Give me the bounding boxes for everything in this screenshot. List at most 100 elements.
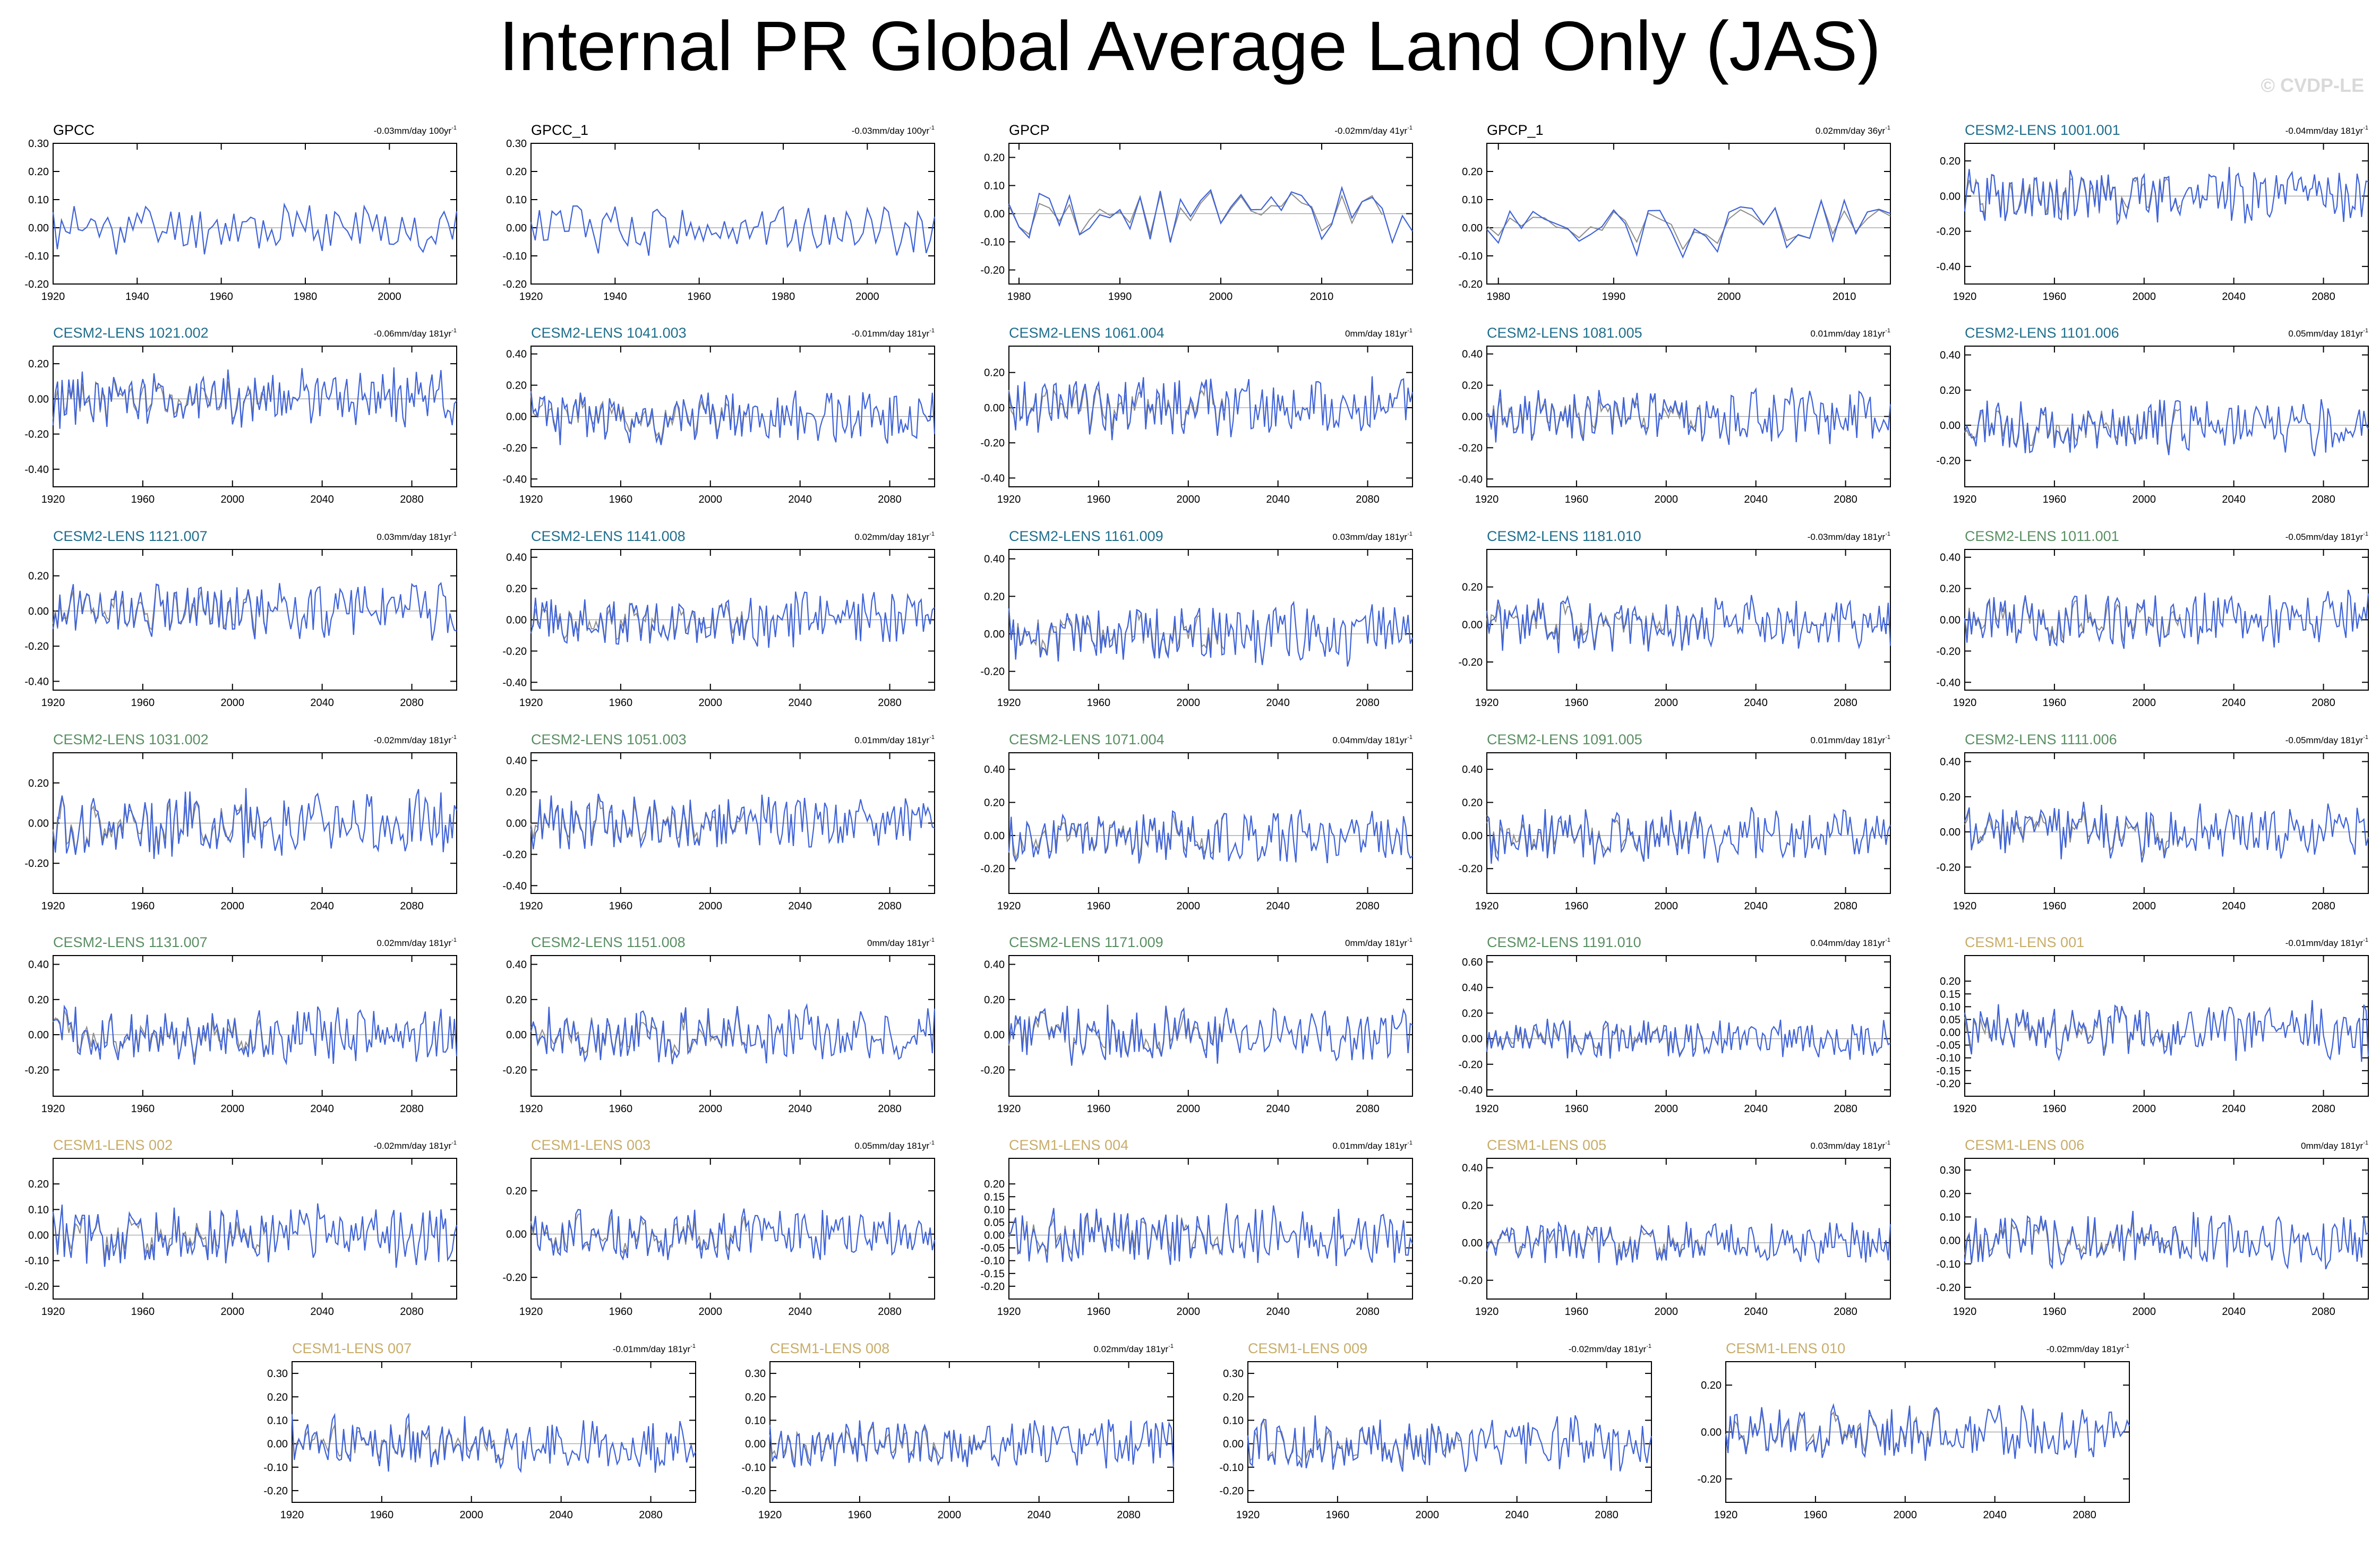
trend-exponent: -1 (451, 734, 457, 741)
y-tick-label: -0.20 (1936, 1282, 1960, 1294)
y-tick-label: 0.00 (1701, 1427, 1722, 1439)
trend-exponent: -1 (929, 937, 935, 943)
trend-exponent: -1 (2363, 734, 2368, 741)
trend-exponent: -1 (451, 1140, 457, 1146)
panel-title: CESM1-LENS 003 (531, 1137, 650, 1153)
x-tick-label: 2080 (878, 697, 902, 709)
panel-title: CESM2-LENS 1071.004 (1009, 732, 1165, 747)
panel-title: CESM1-LENS 009 (1248, 1340, 1367, 1356)
panel-title: CESM1-LENS 008 (770, 1340, 889, 1356)
x-tick-label: 1920 (519, 697, 543, 709)
y-tick-label: 0.20 (984, 152, 1005, 164)
trend-label: 0.01mm/day 181yr-1 (1810, 734, 1890, 745)
trend-exponent: -1 (1407, 1140, 1412, 1146)
y-tick-label: 0.10 (745, 1415, 766, 1426)
y-tick-label: 0.20 (984, 1179, 1005, 1190)
series-line (1008, 600, 1414, 667)
y-tick-label: 0.00 (984, 402, 1005, 414)
x-tick-label: 1990 (1602, 291, 1626, 303)
y-tick-label: 0.00 (506, 1229, 527, 1241)
series-line (769, 1419, 1175, 1469)
trend-label: 0.03mm/day 181yr-1 (1332, 531, 1412, 542)
x-tick-label: 1920 (41, 900, 65, 912)
plot-frame (1486, 549, 1891, 691)
x-tick-label: 1960 (1087, 900, 1111, 912)
chart-panel: CESM1-LENS 010 -0.02mm/day 181yr-1 0.20 0.0… (1697, 1340, 2130, 1521)
y-tick-label: 0.20 (1462, 380, 1483, 392)
chart-panel: CESM2-LENS 1031.002 -0.02mm/day 181yr-1 0.… (24, 732, 458, 912)
panel-title: CESM1-LENS 005 (1487, 1137, 1606, 1153)
trend-label: -0.03mm/day 100yr-1 (374, 125, 457, 136)
trend-exponent: -1 (1885, 937, 1890, 943)
y-tick-label: -0.05 (980, 1243, 1005, 1254)
chart-panel: CESM2-LENS 1021.002 -0.06mm/day 181yr-1 0.… (24, 325, 457, 505)
panel-title: CESM2-LENS 1161.009 (1009, 528, 1163, 544)
panel-title: CESM2-LENS 1181.010 (1487, 528, 1641, 544)
y-tick-label: 0.00 (28, 818, 49, 830)
plot-frame (1964, 346, 2369, 487)
x-tick-label: 2000 (1177, 494, 1201, 505)
x-tick-label: 1920 (41, 697, 65, 709)
y-tick-label: 0.20 (1462, 1008, 1483, 1019)
series-line (530, 205, 936, 256)
y-tick-label: 0.10 (1940, 1211, 1960, 1223)
plot-frame (1008, 1158, 1413, 1300)
y-tick-label: 0.00 (984, 629, 1005, 640)
x-tick-label: 1920 (41, 1306, 65, 1318)
x-tick-label: 1960 (609, 1103, 633, 1115)
x-tick-label: 2000 (1717, 291, 1741, 303)
y-tick-label: -0.40 (980, 472, 1005, 484)
y-tick-label: 0.00 (1940, 1027, 1960, 1039)
x-tick-label: 2000 (1177, 697, 1201, 709)
y-tick-label: -0.40 (1936, 677, 1960, 689)
x-tick-label: 2000 (460, 1509, 484, 1521)
y-tick-label: 0.10 (28, 194, 49, 206)
y-tick-label: -0.20 (1936, 455, 1960, 467)
x-tick-label: 2040 (788, 1103, 812, 1115)
panel-title: CESM2-LENS 1101.006 (1965, 325, 2119, 341)
y-tick-label: -0.20 (980, 437, 1005, 449)
trend-label: 0.01mm/day 181yr-1 (854, 734, 935, 745)
series-line (52, 1203, 458, 1268)
chart-panel: CESM2-LENS 1011.001 -0.05mm/day 181yr-1 0.… (1936, 528, 2369, 709)
x-tick-label: 2080 (400, 1103, 424, 1115)
x-tick-label: 2040 (310, 900, 334, 912)
panel-title: CESM2-LENS 1031.002 (53, 732, 209, 747)
panel-title: CESM2-LENS 1011.001 (1965, 528, 2119, 544)
y-tick-label: -0.10 (741, 1462, 766, 1474)
y-tick-label: -0.40 (1458, 474, 1483, 485)
x-tick-label: 2040 (2222, 291, 2246, 303)
x-tick-label: 1920 (997, 494, 1021, 505)
x-tick-label: 1920 (519, 1306, 543, 1318)
chart-panel: CESM1-LENS 002 -0.02mm/day 181yr-1 0.20 0.1… (24, 1137, 458, 1318)
chart-panel: CESM2-LENS 1171.009 0mm/day 181yr-1 0.40 0.… (980, 934, 1413, 1115)
y-tick-label: -0.20 (1936, 1078, 1960, 1090)
x-tick-label: 2080 (1117, 1509, 1141, 1521)
x-tick-label: 2000 (221, 494, 245, 505)
trend-label: 0.02mm/day 181yr-1 (1093, 1343, 1174, 1354)
x-tick-label: 1920 (1475, 697, 1499, 709)
y-tick-label: 0.40 (984, 959, 1005, 971)
panel-title: CESM2-LENS 1151.008 (531, 934, 686, 950)
trend-exponent: -1 (929, 1140, 935, 1146)
x-tick-label: 2000 (221, 1306, 245, 1318)
trend-label: 0.02mm/day 181yr-1 (376, 937, 457, 948)
y-tick-label: -0.40 (502, 474, 527, 485)
x-tick-label: 2080 (1356, 900, 1380, 912)
x-tick-label: 2000 (1655, 1103, 1679, 1115)
chart-panel: GPCC_1 -0.03mm/day 100yr-1 0.30 0.20 0.10 0.0… (502, 122, 936, 303)
x-tick-label: 1920 (1953, 291, 1977, 303)
y-tick-label: 0.40 (984, 764, 1005, 776)
chart-panel: CESM2-LENS 1081.005 0.01mm/day 181yr-1 0.4… (1458, 325, 1891, 505)
x-tick-label: 2010 (1310, 291, 1334, 303)
x-tick-label: 1960 (1565, 1306, 1589, 1318)
x-tick-label: 2000 (221, 900, 245, 912)
trend-label: -0.03mm/day 100yr-1 (852, 125, 935, 136)
x-tick-label: 2080 (2311, 900, 2335, 912)
y-tick-label: 0.00 (1940, 827, 1960, 838)
trend-exponent: -1 (1407, 328, 1412, 334)
x-tick-label: 2040 (549, 1509, 573, 1521)
chart-panel: CESM2-LENS 1181.010 -0.03mm/day 181yr-1 0.… (1458, 528, 1891, 709)
plot-frame (1964, 752, 2369, 894)
